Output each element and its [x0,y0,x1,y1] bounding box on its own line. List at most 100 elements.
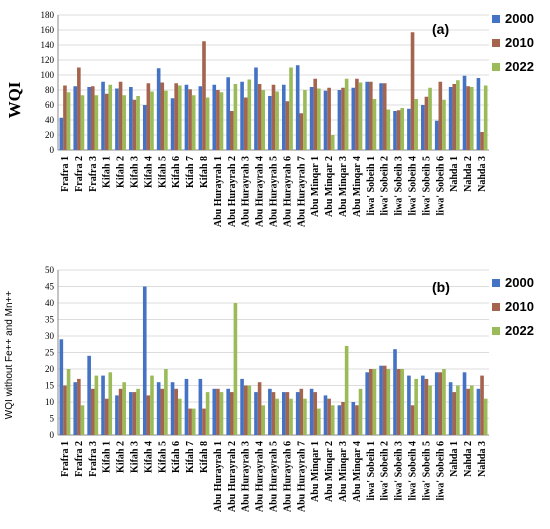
bar-2000-abu-minqar-4 [351,402,356,435]
y-tick-label: 80 [45,85,55,95]
bar-2000-kifah-4 [142,105,147,150]
bar-2022-kifah-2 [122,95,126,150]
bar-2022-kifah-7 [191,408,196,435]
bar-2010-kifah-6 [174,388,178,435]
bar-2000-kifah-2 [115,395,119,435]
bar-2022-abu-minqar-4 [358,388,363,435]
bar-2010-abu-hurayrah-5 [271,392,276,435]
x-tick-label: Nahda 3 [477,441,488,477]
bar-2010-liwa-sobeih-6 [438,81,443,150]
bar-2010-liwa-sobeih-1 [369,81,373,150]
bar-2022-liwa-sobeih-4 [414,99,418,150]
x-tick-label: Abu Hurayrah 1 [213,441,224,512]
legend-swatch-2000 [492,15,500,23]
bar-2010-abu-hurayrah-5 [271,84,276,150]
bar-2022-kifah-6 [177,85,182,150]
bar-2000-abu-hurayrah-1 [212,84,217,150]
bar-2010-frafra-1 [63,85,67,150]
bar-2022-abu-hurayrah-4 [261,405,266,435]
x-tick-label: Frafra 3 [88,441,99,477]
bar-2022-liwa-sobeih-3 [400,369,405,435]
bar-2010-abu-minqar-3 [341,402,345,435]
bar-2000-kifah-1 [101,81,105,150]
x-tick-label: Nahda 2 [463,441,474,477]
bar-2000-abu-minqar-2 [323,395,328,435]
bar-2022-kifah-4 [150,375,154,435]
x-tick-label: liwa' Sobeih 4 [408,156,419,215]
bar-2000-abu-hurayrah-4 [254,67,258,150]
legend-label-2000: 2000 [505,275,534,290]
bar-2000-liwa-sobeih-2 [379,365,383,435]
bar-2000-abu-minqar-3 [337,405,342,435]
bar-2010-frafra-3 [90,86,95,150]
bar-2022-abu-hurayrah-3 [247,79,252,150]
panel-label: (a) [432,21,449,37]
chart-panel-a: 0 20 40 60 80 100 120 140 160 180 Frafra 1 Frafra 2… [5,10,534,227]
bar-2022-nahda-3 [483,85,488,150]
bar-2022-liwa-sobeih-2 [386,109,391,150]
x-tick-label: Frafra 3 [88,156,99,192]
bar-2010-abu-minqar-4 [355,78,359,150]
bar-2010-frafra-1 [63,385,67,435]
bar-2000-nahda-3 [476,388,481,435]
x-tick-label: Abu Hurayrah 6 [282,441,293,512]
bar-2000-abu-hurayrah-7 [295,392,300,435]
x-tick-label: Abu Hurayrah 4 [255,441,266,512]
x-tick-label: liwa' Sobeih 1 [366,441,377,500]
chart-panel-b: 0 5 10 15 20 25 30 35 40 45 50 Frafra 1 Frafra 2 Fraf… [4,265,534,512]
bar-2022-liwa-sobeih-1 [372,369,377,435]
x-tick-label: Kifah 1 [102,156,113,188]
bar-2010-abu-hurayrah-7 [299,113,304,150]
bar-2022-nahda-1 [456,385,460,435]
bar-2010-liwa-sobeih-5 [424,96,429,150]
x-tick-label: Kifah 2 [116,156,127,188]
bar-2000-kifah-4 [142,286,147,435]
bar-2010-frafra-2 [77,67,81,150]
bar-2000-nahda-1 [448,382,453,435]
bar-2022-kifah-7 [191,95,196,150]
bar-2010-abu-minqar-1 [313,392,318,435]
x-tick-label: Kifah 3 [129,156,140,188]
x-tick-label: liwa' Sobeih 5 [421,156,432,215]
bar-2022-abu-hurayrah-2 [233,303,238,435]
bar-2010-nahda-1 [452,392,457,435]
y-tick-label: 10 [45,397,55,407]
bar-2010-liwa-sobeih-6 [438,372,443,435]
x-tick-label: Abu Hurayrah 1 [213,156,224,227]
bar-2000-nahda-2 [462,372,467,435]
bar-2022-abu-hurayrah-7 [303,90,307,150]
legend-label-2010: 2010 [505,35,534,50]
bar-2010-liwa-sobeih-4 [410,405,415,435]
x-tick-label: liwa' Sobeih 5 [421,441,432,500]
bar-2010-kifah-4 [146,83,151,150]
bar-2010-abu-hurayrah-4 [257,382,262,435]
x-tick-label: Kifah 4 [143,156,154,188]
x-tick-label: Kifah 7 [185,441,196,473]
bar-2022-abu-hurayrah-1 [219,392,224,435]
bar-2000-abu-hurayrah-5 [268,388,272,435]
x-tick-label: Nahda 1 [449,156,460,192]
bar-2000-kifah-2 [115,88,119,150]
bar-2000-frafra-2 [73,86,78,150]
bar-2022-liwa-sobeih-5 [428,87,432,150]
y-tick-label: 120 [41,55,55,65]
bar-2010-kifah-8 [202,408,206,435]
bar-2000-frafra-1 [59,117,64,150]
x-tick-label: Abu Hurayrah 2 [227,156,238,227]
bar-2022-abu-minqar-2 [330,135,335,150]
x-tick-label: Abu Minqar 1 [310,441,321,502]
y-axis-label: WQI [5,81,24,118]
bar-2022-abu-minqar-4 [358,82,363,150]
bar-2022-liwa-sobeih-1 [372,99,377,150]
x-tick-label: Kifah 1 [102,441,113,473]
bar-2010-nahda-2 [466,388,470,435]
x-tick-label: Abu Hurayrah 5 [269,441,280,512]
bar-2022-kifah-6 [177,398,182,435]
legend-swatch-2000 [492,279,500,287]
x-tick-label: Kifah 8 [199,156,210,188]
bar-2022-kifah-8 [205,97,210,150]
bar-2022-nahda-2 [469,385,474,435]
x-tick-label: Nahda 1 [449,441,460,477]
bar-2000-frafra-1 [59,339,64,435]
